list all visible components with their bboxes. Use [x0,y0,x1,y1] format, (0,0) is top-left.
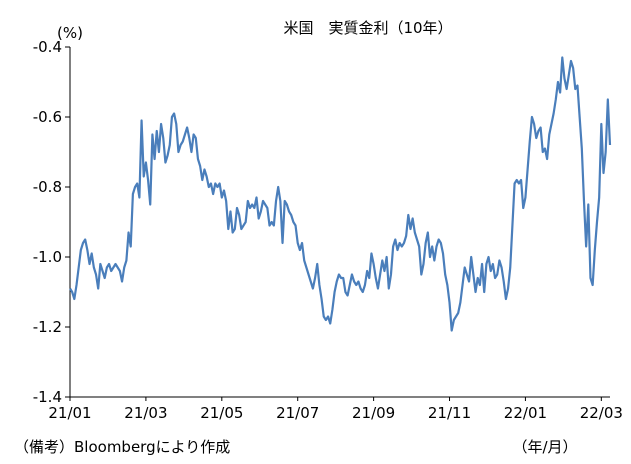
x-tick-label: 21/11 [428,404,471,422]
y-tick-label: -1.4 [33,388,62,406]
y-axis-label: (%) [57,24,83,42]
x-tick-label: 22/01 [504,404,547,422]
labels-layer: -0.4 -0.6 -0.8 -1.0 -1.2 -1.421/01 21/03 21/05 2… [14,19,623,456]
x-tick-label: 21/05 [200,404,243,422]
x-tick-label: 21/01 [48,404,91,422]
series-line [69,56,612,332]
x-axis-label: （年/月） [512,438,577,456]
axes-layer [65,46,610,401]
y-tick-label: -0.8 [33,178,62,196]
y-tick-label: -0.4 [33,38,62,56]
y-tick-label: -1.2 [33,318,62,336]
x-tick-label: 21/03 [124,404,167,422]
chart-title: 米国 実質金利（10年） [283,19,452,37]
series-layer [69,56,612,332]
x-tick-label: 22/03 [580,404,623,422]
y-tick-label: -0.6 [33,108,62,126]
y-tick-label: -1.0 [33,248,62,266]
x-tick-label: 21/09 [352,404,395,422]
source-note: （備考）Bloombergにより作成 [14,438,230,456]
x-tick-label: 21/07 [276,404,319,422]
